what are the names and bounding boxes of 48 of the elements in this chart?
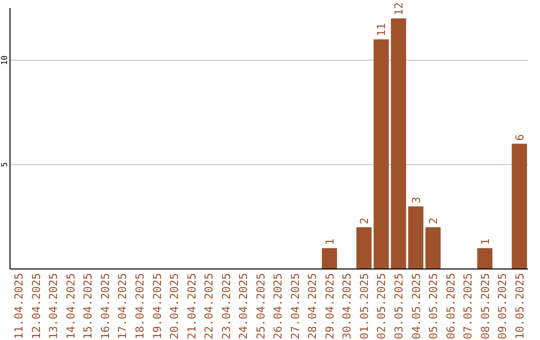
bar [477,248,492,269]
bar [356,227,372,269]
bar [512,144,527,269]
x-tick-label: 17.04.2025 [116,273,130,340]
x-tick-label: 04.05.2025 [410,273,423,340]
x-tick-label: 15.04.2025 [82,273,95,340]
x-tick-label: 06.05.2025 [444,273,458,340]
bar [322,248,338,269]
bar [374,39,389,269]
x-tick-label: 24.04.2025 [237,273,250,340]
x-tick-label: 20.04.2025 [168,273,182,340]
data-label: 6 [513,134,526,141]
x-tick-label: 21.04.2025 [185,273,198,340]
data-label: 2 [427,218,440,224]
data-label: 3 [410,196,423,204]
x-tick-label: 18.04.2025 [134,273,146,340]
x-tick-label: 11.04.2025 [12,273,26,340]
x-tick-label: 02.05.2025 [375,273,388,340]
x-tick-label: 23.04.2025 [220,273,233,340]
data-label: 1 [323,238,336,246]
x-tick-label: 30.04.2025 [340,273,354,340]
x-tick-label: 19.04.2025 [150,273,164,340]
data-label: 2 [358,218,371,224]
data-label: 11 [375,23,388,36]
x-tick-label: 09.05.2025 [496,273,510,340]
x-tick-label: 27.04.2025 [288,273,302,340]
x-tick-label: 13.04.2025 [47,273,60,340]
bar [390,18,406,269]
x-tick-label: 07.05.2025 [462,273,475,340]
data-label: 1 [478,238,492,246]
x-tick-label: 05.05.2025 [427,273,440,340]
x-tick-label: 08.05.2025 [478,273,492,340]
x-tick-label: 28.04.2025 [306,273,320,340]
x-tick-label: 12.04.2025 [30,273,43,340]
x-tick-label: 29.04.2025 [323,273,336,340]
x-tick-label: 01.05.2025 [358,273,371,340]
x-tick-label: 26.04.2025 [272,273,285,340]
x-tick-label: 03.05.2025 [392,273,406,340]
data-label: 12 [392,2,406,16]
x-tick-label: 25.04.2025 [254,273,268,340]
x-tick-label: 14.04.2025 [64,273,78,340]
bar [425,227,441,269]
y-tick-label: 10 [0,55,9,66]
x-tick-label: 16.04.2025 [98,273,112,340]
bar [408,206,424,269]
x-tick-label: 22.04.2025 [202,273,216,340]
x-tick-label: 10.05.2025 [513,273,526,340]
y-tick-label: 5 [0,162,9,168]
